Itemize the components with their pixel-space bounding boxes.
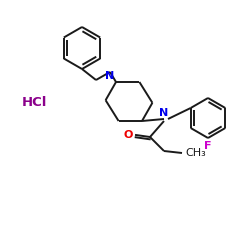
Text: F: F (204, 141, 212, 151)
Text: CH₃: CH₃ (185, 148, 206, 158)
Text: N: N (160, 108, 168, 118)
Text: HCl: HCl (22, 96, 48, 108)
Text: N: N (105, 71, 114, 81)
Text: O: O (124, 130, 133, 140)
